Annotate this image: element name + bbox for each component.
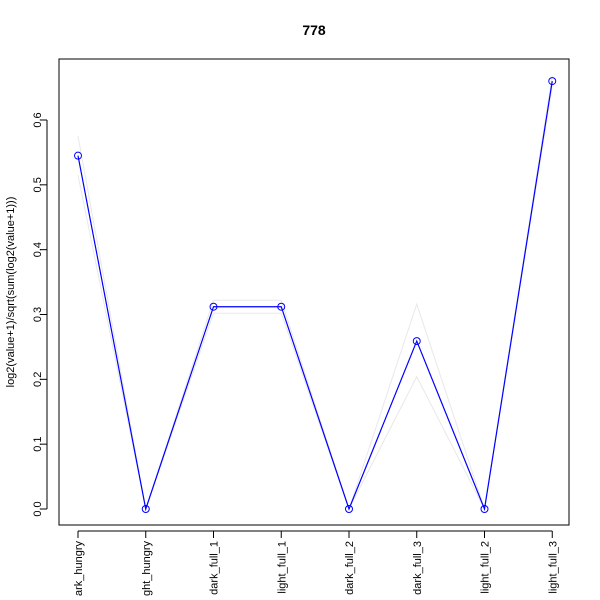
y-tick-label: 0.6 [32,112,44,127]
data-point [209,302,218,311]
x-tick-label: light_full_1 [276,541,288,594]
chart-title: 778 [302,22,326,38]
series-line [77,81,553,512]
x-tick-label: dark_full_2 [344,541,356,595]
x-tick-label: dark_full_3 [412,541,424,595]
x-tick-label: ark_hungry [73,541,85,597]
plot-frame [58,58,570,526]
data-point [548,77,557,86]
band-line [77,86,553,511]
y-axis-label: log2(value+1)/sqrt(sum(log2(value+1))) [5,197,17,388]
x-tick-label: dark_full_1 [209,541,221,595]
data-point [345,505,353,513]
data-point [277,302,286,311]
x-label-clip-edge [0,531,59,600]
x-tick-label: ght_hungry [141,541,153,597]
y-tick-label: 0.3 [32,307,44,322]
data-point [74,151,82,160]
data-point [480,505,489,513]
y-tick-label: 0.5 [32,177,44,192]
data-point [412,337,421,346]
y-tick-label: 0.0 [32,501,44,516]
x-tick-label: light_full_2 [480,541,492,594]
x-tick-label: light_full_3 [547,541,559,594]
y-tick-label: 0.1 [32,437,44,452]
data-point [141,505,150,513]
plot-area [74,75,557,513]
y-tick-label: 0.4 [32,242,44,257]
y-tick-label: 0.2 [32,372,44,387]
band-line [77,75,553,511]
x-axis: ark_hungry ght_hungry dark_full_1 light_ful… [73,530,559,597]
y-axis: 0.0 0.1 0.2 0.3 0.4 0.5 0.6 [32,112,48,517]
